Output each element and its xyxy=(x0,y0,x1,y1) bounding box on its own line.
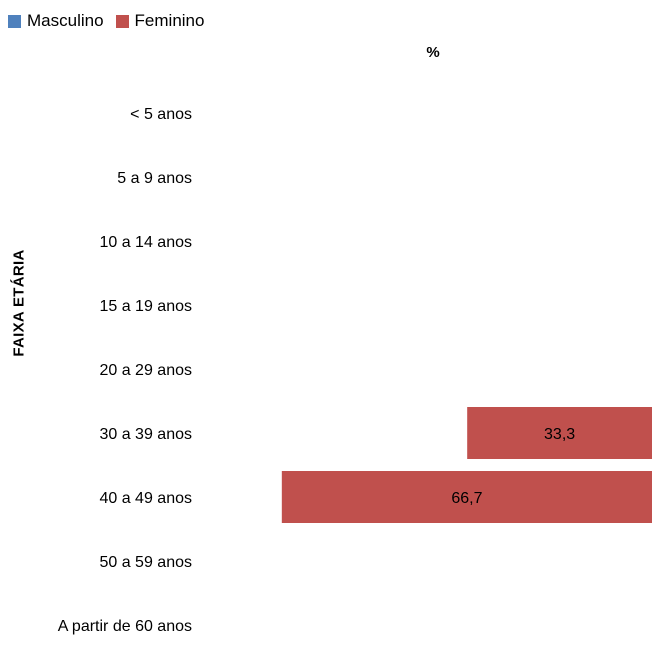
category-label: A partir de 60 anos xyxy=(58,618,192,635)
category-label: 5 a 9 anos xyxy=(117,170,192,187)
legend-swatch-feminino xyxy=(115,14,129,28)
category-label: < 5 anos xyxy=(130,106,192,123)
x-axis-label: % xyxy=(426,44,440,61)
category-label: 40 a 49 anos xyxy=(99,490,192,507)
legend: Masculino Feminino xyxy=(8,11,216,31)
legend-label-masculino: Masculino xyxy=(27,11,104,30)
category-label: 15 a 19 anos xyxy=(99,298,192,315)
data-label: 33,3 xyxy=(544,426,575,443)
bar-feminino xyxy=(467,407,652,459)
bar-feminino xyxy=(281,471,652,523)
legend-label-feminino: Feminino xyxy=(134,11,205,30)
category-label: 20 a 29 anos xyxy=(99,362,192,379)
category-label: 10 a 14 anos xyxy=(99,234,192,251)
category-label: 50 a 59 anos xyxy=(99,554,192,571)
legend-item-feminino: Feminino xyxy=(115,11,205,31)
data-label: 66,7 xyxy=(451,490,482,507)
legend-swatch-masculino xyxy=(8,14,21,28)
legend-item-masculino: Masculino xyxy=(8,11,104,31)
category-label: 30 a 39 anos xyxy=(99,426,192,443)
